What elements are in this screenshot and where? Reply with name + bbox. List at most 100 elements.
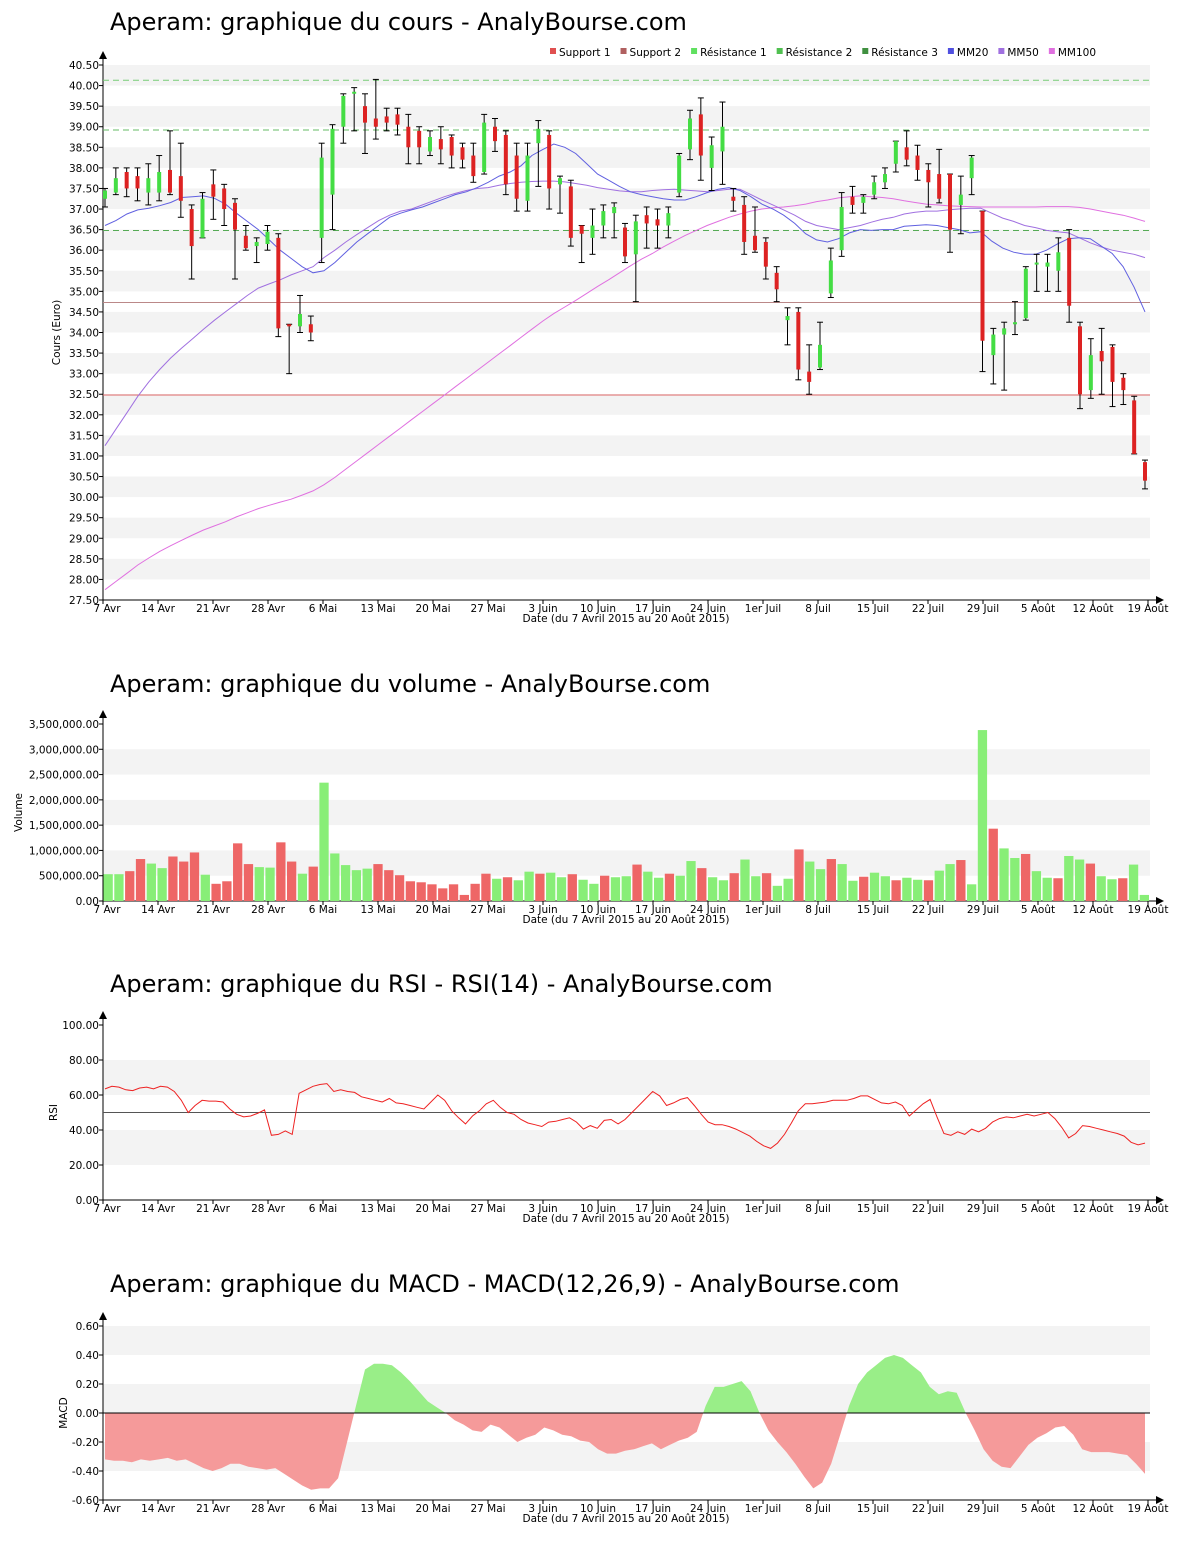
volume-bar xyxy=(902,877,912,901)
price-x-tick-label: 1er Juil xyxy=(745,603,781,615)
macd-x-tick-label: 20 Mai xyxy=(415,1503,450,1515)
price-y-tick-label: 40.00 xyxy=(69,81,99,93)
macd-x-tick-label: 15 Juil xyxy=(857,1503,889,1515)
volume-bar xyxy=(481,873,491,901)
candle-down xyxy=(1110,346,1115,382)
candle-up xyxy=(958,194,963,205)
candle-up xyxy=(1034,262,1039,265)
volume-bar xyxy=(632,864,642,901)
volume-bar xyxy=(967,884,977,901)
macd-x-tick-label: 10 Juin xyxy=(580,1503,616,1515)
volume-x-tick-label: 5 Août xyxy=(1021,904,1055,916)
volume-x-tick-label: 12 Août xyxy=(1073,904,1114,916)
candle-up xyxy=(1023,268,1028,319)
candle-down xyxy=(406,126,411,148)
macd-x-tick-label: 28 Avr xyxy=(251,1503,285,1515)
volume-y-tick-label: 2,000,000.00 xyxy=(29,795,99,807)
volume-y-tick-label: 3,000,000.00 xyxy=(29,744,99,756)
volume-bar xyxy=(286,861,297,901)
candle-up xyxy=(872,182,877,195)
rsi-x-tick-label: 21 Avr xyxy=(196,1203,230,1215)
candle-down xyxy=(655,219,660,226)
volume-bar xyxy=(157,868,167,901)
volume-bar xyxy=(988,828,998,901)
volume-bar xyxy=(394,875,405,901)
volume-bar xyxy=(913,879,923,901)
candle-up xyxy=(883,174,887,183)
rsi-x-tick-label: 29 Juil xyxy=(967,1203,999,1215)
candle-up xyxy=(113,178,118,193)
rsi-x-tick-label: 17 Juin xyxy=(635,1203,671,1215)
price-x-tick-label: 7 Avr xyxy=(93,603,121,615)
legend-label-8: MM100 xyxy=(1058,47,1096,59)
candle-up xyxy=(428,137,432,152)
volume-bar xyxy=(1139,894,1149,901)
candle-up xyxy=(612,206,617,214)
legend-label-7: MM50 xyxy=(1007,47,1038,59)
volume-bar xyxy=(805,861,815,901)
rsi-x-tick-label: 1er Juil xyxy=(745,1203,781,1215)
candle-down xyxy=(233,202,237,230)
volume-bar xyxy=(179,861,189,901)
volume-bar xyxy=(794,849,804,901)
price-y-tick-label: 36.00 xyxy=(69,245,99,257)
price-y-tick-label: 38.50 xyxy=(69,142,99,154)
volume-bar xyxy=(891,880,901,901)
candle-up xyxy=(1088,355,1093,391)
volume-x-tick-label: 20 Mai xyxy=(415,904,450,916)
volume-bar xyxy=(125,871,135,901)
macd-x-tick-label: 12 Août xyxy=(1073,1503,1114,1515)
rsi-x-tick-label: 24 Juin xyxy=(690,1203,726,1215)
volume-bar xyxy=(135,859,146,901)
price-x-tick-label: 27 Mai xyxy=(470,603,505,615)
volume-bar xyxy=(427,884,437,901)
price-x-axis-arrow xyxy=(1156,596,1164,604)
candle-up xyxy=(319,157,324,238)
candle-up xyxy=(893,141,898,164)
candle-up xyxy=(633,221,638,255)
candle-down xyxy=(742,204,747,242)
volume-bar xyxy=(751,876,761,901)
rsi-grid-band xyxy=(103,1060,1150,1095)
candle-up xyxy=(352,91,357,94)
rsi-x-tick-label: 28 Avr xyxy=(251,1203,285,1215)
macd-y-tick-label: 0.20 xyxy=(76,1379,99,1391)
candle-up xyxy=(601,211,606,226)
price-y-tick-label: 39.50 xyxy=(69,101,99,113)
macd-x-tick-label: 22 Juil xyxy=(912,1503,944,1515)
macd-chart-title: Aperam: graphique du MACD - MACD(12,26,9… xyxy=(110,1270,900,1298)
legend-swatch-8 xyxy=(1048,48,1055,54)
price-x-tick-label: 28 Avr xyxy=(251,603,285,615)
macd-x-tick-label: 21 Avr xyxy=(196,1503,230,1515)
candle-up xyxy=(828,260,833,294)
candle-down xyxy=(796,311,801,370)
candle-down xyxy=(243,235,248,249)
legend-swatch-4 xyxy=(776,48,783,54)
macd-y-tick-label: 0.60 xyxy=(76,1321,99,1333)
volume-bar xyxy=(146,863,156,901)
price-y-tick-label: 35.50 xyxy=(69,266,99,278)
price-y-tick-label: 29.00 xyxy=(69,533,99,545)
price-y-tick-label: 28.50 xyxy=(69,554,99,566)
volume-bar xyxy=(373,864,383,901)
macd-y-tick-label: -0.60 xyxy=(72,1495,99,1507)
volume-bar xyxy=(340,865,351,901)
volume-chart-title: Aperam: graphique du volume - AnalyBours… xyxy=(110,670,711,698)
price-y-tick-label: 39.00 xyxy=(69,122,99,134)
price-x-tick-label: 15 Juil xyxy=(857,603,889,615)
candle-down xyxy=(449,137,454,156)
volume-bar xyxy=(578,879,588,901)
price-y-tick-label: 30.50 xyxy=(69,472,99,484)
price-x-tick-label: 5 Août xyxy=(1021,603,1055,615)
price-x-tick-label: 3 Juin xyxy=(528,603,557,615)
price-x-axis-label: Date (du 7 Avril 2015 au 20 Août 2015) xyxy=(522,613,729,625)
rsi-y-tick-label: 40.00 xyxy=(69,1125,99,1137)
price-y-tick-label: 40.50 xyxy=(69,60,99,72)
volume-bar xyxy=(718,880,729,901)
price-y-tick-label: 33.00 xyxy=(69,369,99,381)
candle-down xyxy=(287,324,292,327)
volume-bar xyxy=(405,881,416,901)
macd-positive-area xyxy=(846,1355,966,1413)
rsi-x-tick-label: 27 Mai xyxy=(470,1203,505,1215)
volume-x-tick-label: 8 Juil xyxy=(805,904,831,916)
